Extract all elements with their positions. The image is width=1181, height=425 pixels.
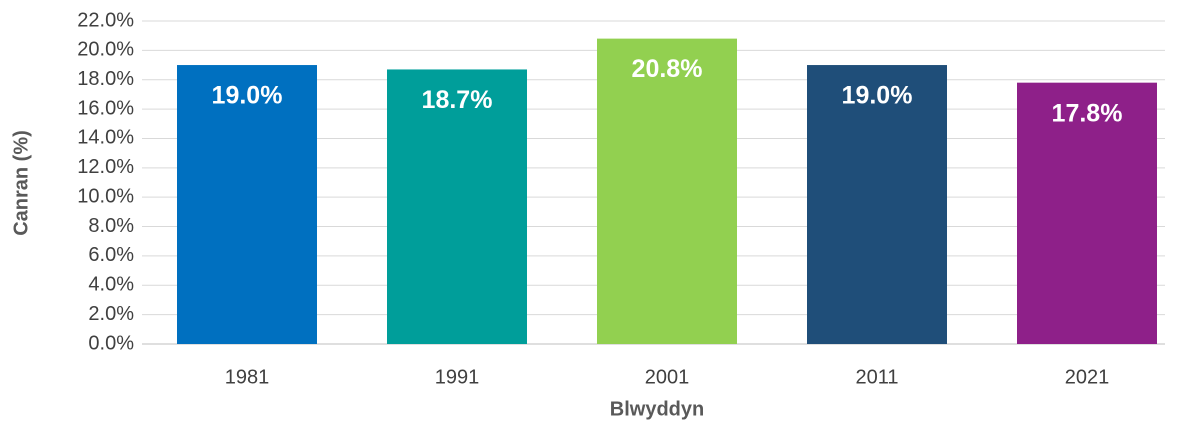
bar — [177, 65, 317, 344]
y-tick-label: 8.0% — [88, 215, 134, 237]
x-tick-label: 1981 — [225, 366, 270, 388]
y-tick-label: 10.0% — [77, 185, 134, 207]
y-tick-label: 12.0% — [77, 156, 134, 178]
bar — [807, 65, 947, 344]
x-tick-label: 2021 — [1065, 366, 1110, 388]
y-tick-label: 22.0% — [77, 9, 134, 31]
x-tick-label: 2001 — [645, 366, 690, 388]
data-label: 18.7% — [422, 86, 493, 114]
y-tick-label: 20.0% — [77, 39, 134, 61]
x-axis-title: Blwyddyn — [610, 398, 704, 420]
y-tick-label: 4.0% — [88, 274, 134, 296]
x-tick-label: 2011 — [855, 366, 898, 388]
data-label: 19.0% — [842, 82, 913, 110]
data-label: 17.8% — [1052, 99, 1123, 127]
bar — [387, 69, 527, 344]
y-tick-label: 14.0% — [77, 127, 134, 149]
bar — [1017, 82, 1157, 344]
bar — [597, 38, 737, 344]
data-label: 19.0% — [212, 82, 283, 110]
y-tick-label: 18.0% — [77, 68, 134, 90]
y-axis-title: Canran (%) — [10, 130, 32, 236]
y-tick-label: 2.0% — [88, 303, 134, 325]
data-label: 20.8% — [632, 55, 703, 83]
y-tick-label: 0.0% — [88, 332, 134, 354]
y-tick-label: 6.0% — [88, 244, 134, 266]
y-tick-label: 16.0% — [77, 97, 134, 119]
x-tick-label: 1991 — [435, 366, 480, 388]
